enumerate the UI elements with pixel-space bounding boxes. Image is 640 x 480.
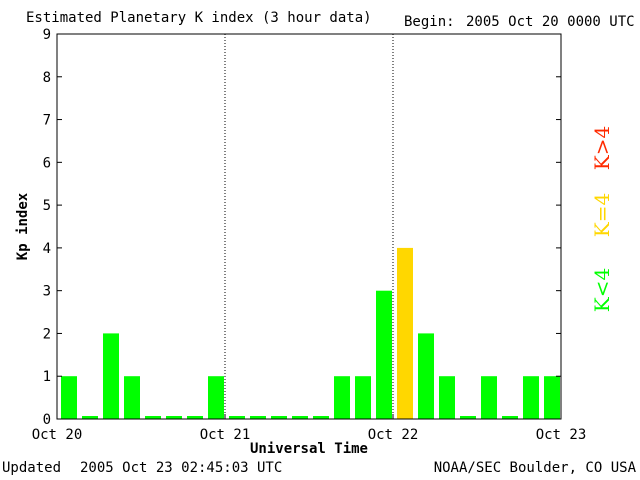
x-tick-label: Oct 22 xyxy=(368,427,419,443)
y-tick-label: 2 xyxy=(43,326,51,342)
kp-bar xyxy=(523,376,539,419)
kp-bar xyxy=(544,376,560,419)
kp-bar xyxy=(313,416,329,419)
legend-entry: K>4 xyxy=(590,126,614,170)
kp-bar xyxy=(502,416,518,419)
x-axis-label: Universal Time xyxy=(250,441,368,457)
legend-entry: K=4 xyxy=(590,193,614,237)
x-tick-label: Oct 21 xyxy=(200,427,251,443)
begin-value: 2005 Oct 20 0000 UTC xyxy=(466,14,635,30)
kp-bar xyxy=(292,416,308,419)
kp-bar xyxy=(103,333,119,419)
kp-bar xyxy=(250,416,266,419)
kp-bar xyxy=(460,416,476,419)
plot-frame xyxy=(56,33,562,420)
credit-text: NOAA/SEC Boulder, CO USA xyxy=(433,460,636,476)
y-tick-label: 6 xyxy=(43,155,51,171)
updated-label: Updated xyxy=(2,460,62,476)
y-tick-label: 9 xyxy=(43,27,51,43)
x-tick-label: Oct 23 xyxy=(536,427,587,443)
kp-bar xyxy=(229,416,245,419)
kp-bar xyxy=(208,376,224,419)
begin-label: Begin: xyxy=(404,14,455,30)
kp-bar xyxy=(82,416,98,419)
updated-value: 2005 Oct 23 02:45:03 UTC xyxy=(80,460,283,476)
y-tick-label: 3 xyxy=(43,284,51,300)
kp-bar xyxy=(355,376,371,419)
y-tick-label: 8 xyxy=(43,70,51,86)
kp-bar xyxy=(124,376,140,419)
y-tick-label: 4 xyxy=(43,241,51,257)
kp-bar xyxy=(166,416,182,419)
legend-entry: K<4 xyxy=(590,268,614,312)
y-tick-label: 7 xyxy=(43,113,51,129)
kp-bar xyxy=(61,376,77,419)
x-tick-label: Oct 20 xyxy=(32,427,83,443)
y-tick-label: 0 xyxy=(43,412,51,428)
kp-bar xyxy=(187,416,203,419)
chart-title: Estimated Planetary K index (3 hour data… xyxy=(26,10,372,26)
kp-bar xyxy=(271,416,287,419)
kp-bar xyxy=(481,376,497,419)
kp-bar xyxy=(145,416,161,419)
kp-bar xyxy=(439,376,455,419)
kp-bar xyxy=(376,290,392,419)
kp-bar xyxy=(397,247,413,419)
kp-bar xyxy=(418,333,434,419)
y-tick-label: 1 xyxy=(43,369,51,385)
kp-bar xyxy=(334,376,350,419)
y-tick-label: 5 xyxy=(43,198,51,214)
y-axis-label: Kp index xyxy=(15,192,31,260)
